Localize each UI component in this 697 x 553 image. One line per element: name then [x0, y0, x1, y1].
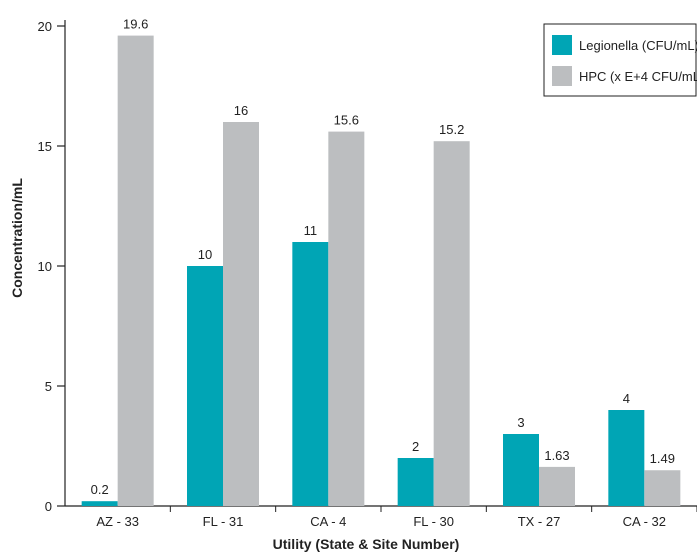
y-axis-title: Concentration/mL: [9, 178, 25, 298]
data-label: 1.63: [544, 448, 569, 463]
legend-label: HPC (x E+4 CFU/mL): [579, 69, 697, 84]
legend-label: Legionella (CFU/mL): [579, 38, 697, 53]
bar-legionella: [292, 242, 329, 506]
bar-hpc: [117, 35, 154, 506]
data-label: 10: [198, 247, 212, 262]
x-axis-title: Utility (State & Site Number): [273, 536, 460, 552]
bar-legionella: [503, 434, 539, 506]
bar-hpc: [328, 131, 365, 506]
data-label: 0.2: [91, 482, 109, 497]
y-tick-label: 5: [45, 379, 52, 394]
x-axis: AZ - 33 FL - 31 CA - 4 FL - 30 TX - 27 CA - 3…: [65, 505, 697, 529]
x-tick-label: FL - 30: [413, 514, 454, 529]
bar-labels: 0.2 19.6 10 16 11 15.6 2 15.2 3 1.63 4 1.49: [91, 17, 675, 498]
y-tick-label: 10: [38, 259, 52, 274]
bar-hpc: [644, 470, 681, 506]
y-tick-label: 20: [38, 19, 52, 34]
y-axis: 0 5 10 15 20: [38, 19, 66, 514]
legend: Legionella (CFU/mL) HPC (x E+4 CFU/mL): [543, 23, 697, 97]
bar-legionella: [81, 501, 118, 506]
data-label: 16: [234, 103, 248, 118]
x-tick-label: FL - 31: [203, 514, 244, 529]
bar-legionella: [187, 266, 223, 506]
data-label: 15.2: [439, 122, 464, 137]
data-label: 1.49: [650, 451, 675, 466]
data-label: 11: [304, 223, 318, 238]
bar-legionella: [608, 410, 645, 506]
bar-hpc: [433, 141, 470, 506]
legend-swatch: [552, 66, 572, 86]
data-label: 19.6: [123, 17, 148, 32]
legend-swatch: [552, 35, 572, 55]
x-tick-label: AZ - 33: [96, 514, 139, 529]
bar-hpc: [539, 466, 575, 506]
bar-legionella: [397, 458, 434, 506]
x-tick-label: CA - 4: [310, 514, 346, 529]
data-label: 15.6: [334, 113, 359, 128]
y-tick-label: 15: [38, 139, 52, 154]
bars: [81, 35, 681, 506]
data-label: 4: [623, 391, 630, 406]
x-tick-label: TX - 27: [518, 514, 561, 529]
y-tick-label: 0: [45, 499, 52, 514]
bar-hpc: [223, 122, 259, 506]
x-tick-label: CA - 32: [623, 514, 666, 529]
data-label: 3: [517, 415, 524, 430]
data-label: 2: [412, 439, 419, 454]
